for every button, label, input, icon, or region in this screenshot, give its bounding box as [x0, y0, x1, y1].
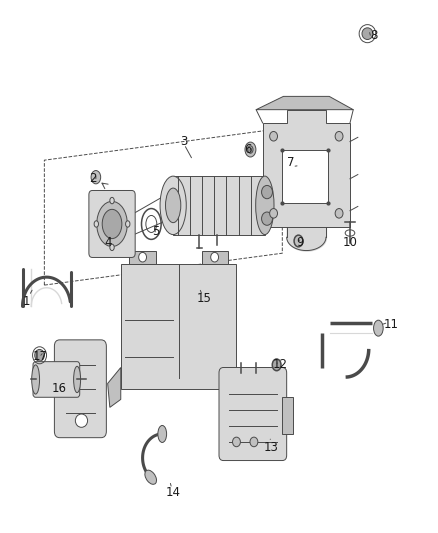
Ellipse shape — [32, 365, 39, 394]
Ellipse shape — [335, 132, 343, 141]
Text: 17: 17 — [32, 350, 47, 364]
Text: 12: 12 — [272, 358, 288, 372]
Text: 5: 5 — [152, 225, 159, 238]
Text: 8: 8 — [370, 29, 378, 42]
Ellipse shape — [94, 221, 99, 227]
Ellipse shape — [374, 320, 383, 336]
Ellipse shape — [110, 197, 114, 204]
Text: 11: 11 — [384, 319, 399, 332]
Text: 13: 13 — [264, 441, 279, 454]
Polygon shape — [256, 96, 353, 110]
Ellipse shape — [245, 142, 256, 157]
Ellipse shape — [272, 359, 281, 370]
Text: 16: 16 — [52, 382, 67, 395]
Ellipse shape — [158, 425, 166, 442]
Ellipse shape — [211, 253, 219, 262]
Polygon shape — [263, 110, 350, 227]
Ellipse shape — [256, 176, 274, 235]
Text: 14: 14 — [166, 486, 180, 499]
Bar — [130, 251, 155, 264]
Text: 2: 2 — [88, 172, 96, 185]
Ellipse shape — [270, 132, 278, 141]
Text: 10: 10 — [343, 236, 357, 249]
Ellipse shape — [248, 146, 253, 154]
Text: 4: 4 — [104, 236, 111, 249]
Ellipse shape — [250, 437, 258, 447]
Ellipse shape — [35, 350, 44, 361]
Ellipse shape — [261, 212, 272, 225]
Ellipse shape — [335, 208, 343, 218]
Ellipse shape — [75, 414, 88, 427]
Ellipse shape — [160, 176, 186, 235]
Ellipse shape — [233, 437, 240, 447]
Ellipse shape — [102, 209, 122, 239]
Ellipse shape — [74, 366, 81, 393]
FancyBboxPatch shape — [219, 368, 287, 461]
Bar — [283, 397, 293, 434]
Text: 6: 6 — [244, 143, 251, 156]
Ellipse shape — [110, 244, 114, 251]
Ellipse shape — [362, 28, 373, 39]
Bar — [121, 264, 237, 389]
Text: 1: 1 — [23, 295, 31, 308]
Ellipse shape — [261, 185, 272, 199]
Bar — [201, 251, 228, 264]
FancyBboxPatch shape — [33, 362, 80, 397]
Bar — [173, 176, 265, 235]
Ellipse shape — [294, 235, 303, 247]
Bar — [283, 150, 328, 203]
Text: 7: 7 — [287, 156, 295, 169]
Ellipse shape — [166, 188, 181, 223]
Ellipse shape — [126, 221, 130, 227]
Text: 9: 9 — [296, 236, 304, 249]
FancyBboxPatch shape — [54, 340, 106, 438]
Text: 15: 15 — [196, 292, 211, 305]
Ellipse shape — [139, 253, 147, 262]
Ellipse shape — [91, 171, 101, 184]
Polygon shape — [108, 368, 121, 407]
Ellipse shape — [145, 470, 156, 484]
FancyBboxPatch shape — [89, 190, 135, 257]
Text: 3: 3 — [180, 135, 188, 148]
Ellipse shape — [270, 208, 278, 218]
Ellipse shape — [97, 201, 127, 247]
